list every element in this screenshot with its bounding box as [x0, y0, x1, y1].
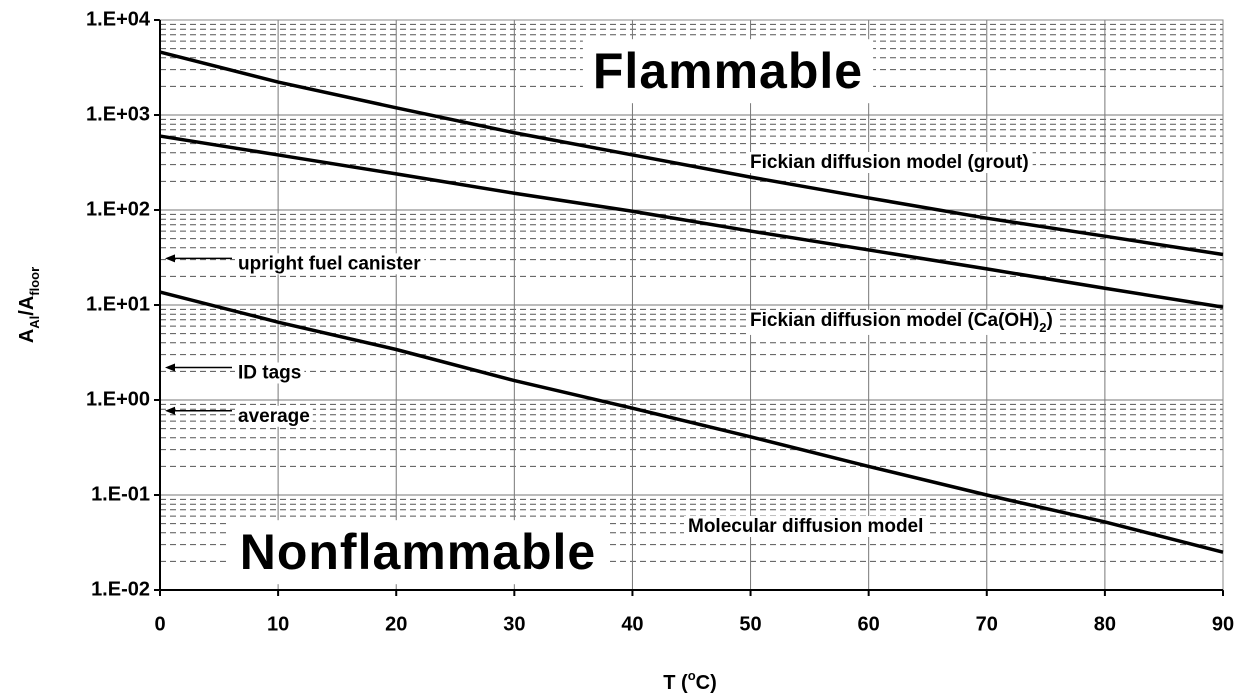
x-axis-title-part: C)	[696, 672, 717, 694]
region-label: Flammable	[593, 43, 863, 99]
series-label-part: Molecular diffusion model	[688, 516, 923, 537]
arrow-head	[165, 406, 175, 415]
region-label: Nonflammable	[240, 524, 597, 580]
annotation-background	[235, 362, 305, 384]
x-tick-label: 10	[267, 613, 289, 635]
x-tick-label: 30	[503, 613, 525, 635]
y-tick-label: 1.E+01	[86, 293, 150, 315]
annotation-label: ID tags	[238, 362, 301, 383]
y-tick-label: 1.E-02	[91, 578, 150, 600]
x-axis-title-part: T (	[663, 672, 688, 694]
annotation-background	[235, 405, 313, 427]
x-tick-label: 80	[1094, 613, 1116, 635]
series-label-background	[746, 152, 1033, 174]
annotation-label: average	[238, 406, 310, 427]
series-label-part: 2	[1039, 320, 1046, 335]
x-axis-title-part: o	[688, 668, 696, 683]
y-tick-label: 1.E+02	[86, 198, 150, 220]
series-label: Molecular diffusion model	[688, 516, 923, 537]
x-tick-label: 90	[1212, 613, 1234, 635]
series-label-part: )	[1046, 310, 1052, 331]
y-tick-label: 1.E+00	[86, 388, 150, 410]
arrow-head	[165, 363, 175, 372]
x-tick-label: 60	[858, 613, 880, 635]
annotation-background	[235, 253, 425, 275]
region-background	[582, 39, 874, 104]
series-line	[159, 290, 1224, 554]
x-tick-label: 70	[976, 613, 998, 635]
x-tick-label: 50	[739, 613, 761, 635]
y-axis-title: AAl/Afloor	[16, 267, 42, 343]
x-tick-label: 40	[621, 613, 643, 635]
series-label-background	[684, 516, 928, 538]
x-tick-label: 20	[385, 613, 407, 635]
region-background	[229, 520, 607, 585]
series-label: Fickian diffusion model (Ca(OH)2)	[750, 310, 1053, 335]
y-tick-label: 1.E+03	[86, 103, 150, 125]
arrow-head	[165, 254, 175, 263]
y-axis-title-part: /A	[16, 296, 38, 316]
y-axis-title-part: Al	[27, 316, 42, 329]
x-axis-title: T (oC)	[663, 668, 717, 694]
annotation-label: upright fuel canister	[238, 253, 421, 274]
series-label-part: Fickian diffusion model (Ca(OH)	[750, 310, 1039, 331]
series-label-part: Fickian diffusion model (grout)	[750, 152, 1029, 173]
series-line	[159, 50, 1224, 257]
y-tick-label: 1.E+04	[86, 8, 151, 30]
x-tick-label: 0	[154, 613, 165, 635]
y-axis-title-part: A	[16, 329, 38, 343]
y-tick-label: 1.E-01	[91, 483, 150, 505]
series-label: Fickian diffusion model (grout)	[750, 152, 1029, 173]
y-axis-title-part: floor	[27, 267, 42, 296]
series-label-background	[746, 310, 1057, 335]
series-line	[159, 134, 1224, 309]
